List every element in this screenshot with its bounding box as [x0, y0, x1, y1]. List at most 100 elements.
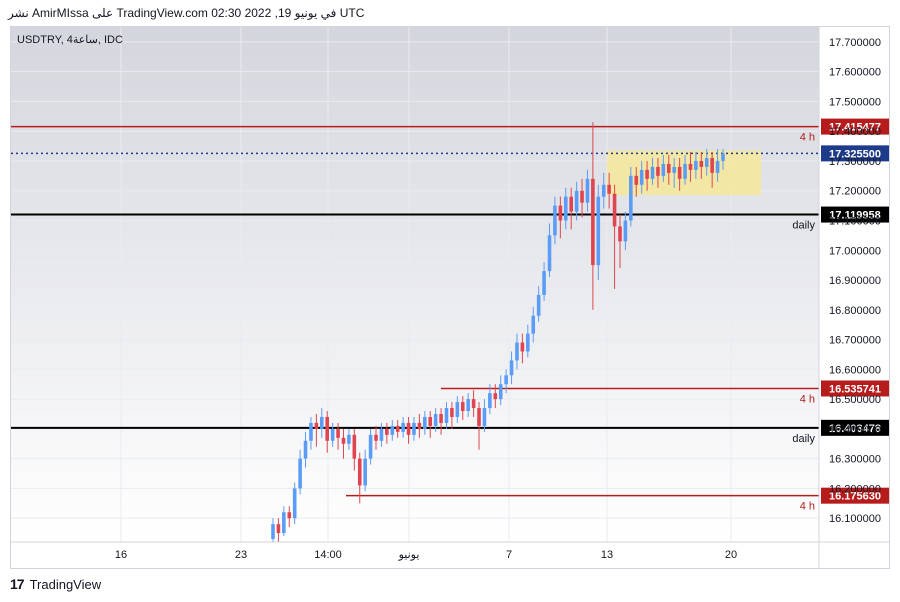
y-tick-label: 17.000000	[829, 245, 881, 257]
candle-body	[580, 190, 584, 203]
y-tick-label: 16.100000	[829, 513, 881, 525]
candle-body	[585, 178, 590, 203]
candle-body	[357, 458, 362, 486]
price-badge	[821, 487, 889, 504]
y-tick-label: 16.500000	[829, 394, 881, 406]
candle-body	[688, 163, 693, 170]
candle-body	[482, 408, 487, 426]
candle-body	[330, 428, 335, 441]
candle-body	[314, 422, 319, 429]
candle-body	[694, 160, 698, 170]
candle-body	[406, 422, 411, 435]
price-badge	[821, 206, 889, 223]
candle-body	[553, 205, 557, 236]
candles	[271, 122, 725, 542]
candle-body	[520, 342, 525, 352]
x-tick-label: 20	[725, 549, 737, 561]
level-tag: 4 h	[800, 132, 815, 144]
candle-body	[336, 428, 340, 438]
candle-body	[699, 160, 704, 167]
candle-body	[645, 169, 649, 179]
candle-body	[385, 428, 389, 435]
candle-body	[341, 437, 346, 444]
x-tick-label: 14:00	[314, 549, 342, 561]
candle-body	[423, 416, 427, 429]
candle-body	[428, 416, 433, 426]
candle-body	[650, 166, 655, 179]
candle-body	[531, 315, 536, 334]
candle-body	[618, 226, 622, 242]
candle-body	[591, 178, 595, 266]
level-tag: 4 h	[800, 393, 815, 405]
candle-body	[471, 399, 476, 409]
x-tick-label: 23	[235, 549, 247, 561]
candle-body	[623, 220, 628, 242]
candle-body	[363, 458, 367, 486]
candle-body	[526, 333, 530, 352]
brand-footer: 17 TradingView	[10, 576, 101, 592]
candle-body	[542, 271, 546, 295]
candle-body	[390, 425, 395, 435]
x-tick-label: 16	[115, 549, 127, 561]
publisher-header: نشر AmirMIssa على TradingView.com في يون…	[8, 6, 365, 20]
candle-body	[515, 342, 519, 361]
y-tick-label: 17.200000	[829, 186, 881, 198]
candle-body	[710, 157, 714, 173]
candle-body	[498, 384, 503, 400]
candle-body	[466, 399, 470, 412]
candle-body	[439, 413, 443, 423]
candle-body	[634, 175, 639, 185]
candle-body	[493, 393, 498, 400]
time-axis: 16 23 14:00 يونيو 7 13 20	[115, 549, 737, 561]
chart-frame[interactable]: 4 h 17.415477 17.325500 daily 17.119958 4 h 16…	[10, 26, 890, 569]
candle-body	[563, 196, 568, 221]
candle-body	[661, 163, 666, 176]
y-tick-label: 16.400000	[829, 424, 881, 436]
candle-body	[547, 235, 552, 272]
candle-body	[374, 434, 378, 441]
candle-body	[287, 512, 292, 519]
candle-body	[417, 422, 422, 429]
candle-body	[504, 375, 508, 385]
candle-body	[303, 440, 308, 459]
y-tick-label: 16.600000	[829, 364, 881, 376]
y-tick-label: 16.200000	[829, 483, 881, 495]
candle-body	[433, 413, 438, 426]
candle-body	[536, 294, 541, 316]
candle-body	[368, 434, 373, 459]
candle-body	[607, 184, 611, 194]
candle-body	[639, 169, 644, 185]
brand-name: TradingView	[29, 576, 102, 592]
plot-background	[11, 27, 819, 542]
candlestick-chart[interactable]: 4 h 17.415477 17.325500 daily 17.119958 4 h 16…	[11, 27, 889, 568]
candle-body	[558, 205, 563, 221]
candle-body	[347, 434, 351, 444]
price-badge	[821, 118, 889, 135]
price-badge-label: 16.403478	[829, 423, 881, 435]
candle-body	[612, 193, 617, 227]
y-tick-label: 17.300000	[829, 156, 881, 168]
candle-body	[460, 402, 465, 412]
x-tick-label: 7	[506, 549, 512, 561]
y-tick-label: 16.300000	[829, 454, 881, 466]
candle-body	[704, 157, 709, 167]
symbol-label: USDTRY, 4ساعة, IDC	[17, 34, 123, 46]
candle-body	[282, 512, 286, 534]
candle-body	[276, 524, 281, 534]
candle-body	[629, 175, 633, 221]
price-badge	[821, 380, 889, 397]
candle-body	[569, 196, 573, 212]
y-tick-label: 16.800000	[829, 305, 881, 317]
candle-body	[319, 416, 324, 429]
level-tag: daily	[792, 433, 815, 445]
level-lines: 4 h 17.415477 17.325500 daily 17.119958 4 h 16…	[11, 118, 889, 513]
y-tick-label: 17.100000	[829, 215, 881, 227]
candle-body	[677, 166, 682, 179]
price-badge	[821, 145, 889, 162]
price-badge	[821, 419, 889, 436]
candle-body	[412, 422, 416, 435]
price-badge-label: 17.119958	[829, 210, 880, 222]
candle-body	[715, 160, 720, 173]
candle-body	[271, 524, 275, 540]
y-tick-label: 16.700000	[829, 335, 881, 347]
